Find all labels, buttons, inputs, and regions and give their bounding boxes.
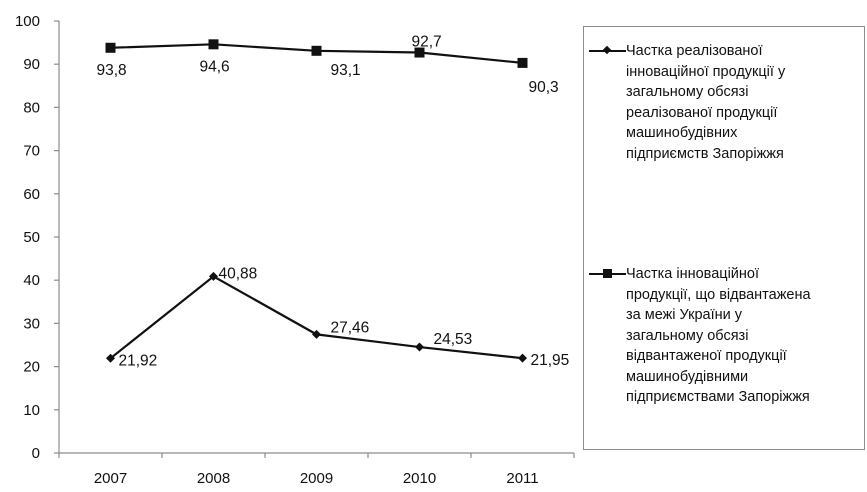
series-1-data-label: 21,95 (531, 352, 570, 369)
y-tick-label: 0 (32, 445, 40, 462)
y-tick-label: 10 (23, 402, 40, 419)
legend-entry-realized-share: Частка реалізованої інноваційної продукц… (589, 41, 864, 164)
x-tick-label: 2008 (197, 470, 230, 487)
y-tick-label: 70 (23, 143, 40, 160)
y-tick-label: 20 (23, 359, 40, 376)
y-tick-label: 80 (23, 99, 40, 116)
chart-legend: Частка реалізованої інноваційної продукц… (583, 26, 865, 450)
legend-key-diamond (589, 41, 626, 61)
series-1-diamond-marker (106, 353, 115, 363)
legend-entry-export-share: Частка інноваційної продукції, що відван… (589, 264, 864, 408)
series-2-square-marker (414, 47, 425, 58)
y-tick-label: 50 (23, 229, 40, 246)
legend-label-export-share: Частка інноваційної продукції, що відван… (626, 266, 811, 405)
series-1-diamond-marker (415, 342, 424, 352)
series-2-data-label: 93,8 (97, 62, 127, 79)
x-tick-label: 2011 (506, 470, 538, 487)
series-1-diamond-marker (518, 353, 527, 363)
series-2-data-label: 90,3 (529, 79, 559, 96)
series-2-square-marker (311, 45, 322, 56)
series-2-data-label: 93,1 (331, 62, 361, 79)
x-tick-label: 2009 (300, 470, 333, 487)
legend-label-realized-share: Частка реалізованої інноваційної продукц… (626, 43, 786, 162)
series-1-diamond-marker (209, 271, 218, 281)
series-1-data-label: 24,53 (434, 331, 473, 348)
y-tick-label: 100 (15, 13, 40, 30)
x-tick-label: 2007 (94, 470, 127, 487)
series-1-diamond-marker (312, 329, 321, 339)
series-1-data-label: 40,88 (219, 265, 258, 282)
y-tick-label: 30 (23, 315, 40, 332)
series-2-square-marker (517, 57, 528, 68)
y-tick-label: 60 (23, 186, 40, 203)
legend-key-square (589, 264, 626, 284)
series-2-square-marker (105, 42, 116, 53)
series-2-data-label: 94,6 (200, 58, 230, 75)
series-2-data-label: 92,7 (412, 34, 442, 51)
y-tick-label: 40 (23, 272, 40, 289)
y-tick-label: 90 (23, 56, 40, 73)
series-1-data-label: 21,92 (119, 352, 158, 369)
x-tick-label: 2010 (403, 470, 436, 487)
series-2-square-marker (208, 39, 219, 50)
series-1-data-label: 27,46 (331, 319, 370, 336)
